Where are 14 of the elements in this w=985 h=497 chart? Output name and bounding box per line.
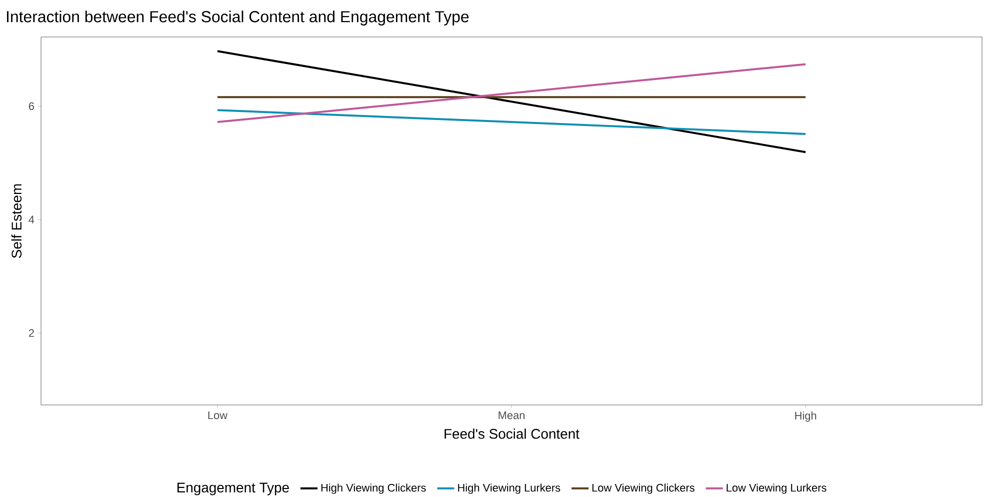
chart-title: Interaction between Feed's Social Content and Engagement Type <box>7 10 469 26</box>
x-tick-label: Mean <box>498 412 524 420</box>
legend-title: Engagement Type <box>177 482 289 496</box>
legend-label: High Viewing Lurkers <box>458 484 560 494</box>
legend-label: Low Viewing Lurkers <box>726 484 826 494</box>
x-axis-title: Feed's Social Content <box>444 428 580 439</box>
legend-label: Low Viewing Clickers <box>592 484 694 494</box>
y-axis-title: Self Esteem <box>11 184 22 258</box>
legend-label: High Viewing Clickers <box>321 484 426 494</box>
y-tick-label: 4 <box>28 216 34 224</box>
x-tick-label: High <box>795 412 816 422</box>
y-tick-label: 2 <box>28 329 34 337</box>
y-tick-label: 6 <box>28 102 34 110</box>
x-tick-label: Low <box>208 412 228 420</box>
